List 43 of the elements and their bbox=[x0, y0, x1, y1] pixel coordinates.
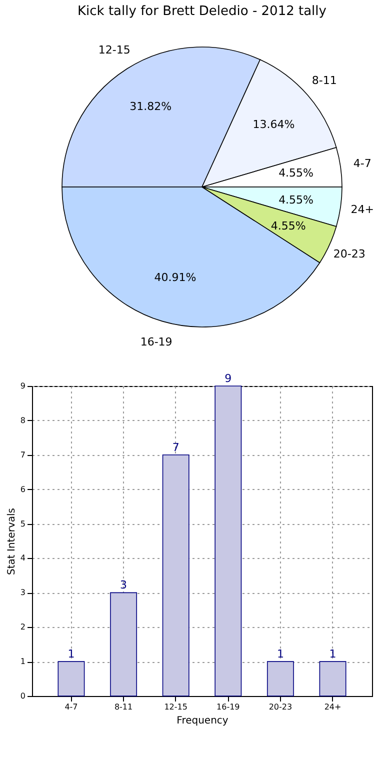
y-tick-label: 4 bbox=[20, 554, 26, 563]
data-label: 40.91% bbox=[154, 271, 196, 284]
x-tick-label: 8-11 bbox=[114, 702, 133, 712]
slice-label: 24+ bbox=[350, 203, 374, 216]
data-label: 4.55% bbox=[270, 219, 306, 232]
data-label: 4.55% bbox=[278, 166, 314, 180]
data-label: 13.64% bbox=[252, 118, 295, 131]
data-label: 4.55% bbox=[278, 194, 314, 207]
y-tick-label: 0 bbox=[20, 692, 26, 700]
bar bbox=[214, 386, 242, 696]
slice-label: 12-15 bbox=[98, 44, 130, 57]
bar bbox=[162, 454, 190, 696]
data-label: 3 bbox=[120, 578, 128, 592]
x-tick-label: 20-23 bbox=[268, 702, 292, 712]
x-tick-label: 24+ bbox=[324, 702, 342, 712]
data-label: 1 bbox=[276, 648, 284, 661]
y-tick-label: 3 bbox=[20, 588, 26, 598]
bar bbox=[58, 661, 85, 696]
y-tick-label: 9 bbox=[20, 382, 26, 390]
data-label: 31.82% bbox=[130, 100, 172, 114]
y-tick-label: 7 bbox=[20, 450, 26, 460]
y-tick-label: 1 bbox=[20, 657, 26, 666]
x-tick-label: 4-7 bbox=[64, 702, 78, 712]
x-axis-title: Frequency bbox=[176, 716, 228, 726]
data-label: 9 bbox=[224, 372, 232, 385]
bar bbox=[319, 661, 346, 696]
slice-label: 4-7 bbox=[353, 156, 372, 170]
slice-label: 16-19 bbox=[140, 335, 172, 348]
x-tick-label: 12-15 bbox=[164, 702, 188, 712]
data-label: 1 bbox=[329, 648, 336, 661]
y-tick-label: 5 bbox=[20, 519, 26, 528]
slice-label: 20-23 bbox=[333, 247, 366, 260]
slice-label: 8-11 bbox=[312, 74, 337, 87]
data-label: 1 bbox=[68, 648, 75, 661]
x-tick-label: 16-19 bbox=[216, 702, 240, 712]
y-tick-label: 2 bbox=[20, 622, 26, 632]
y-tick-label: 6 bbox=[20, 484, 26, 494]
bar bbox=[110, 592, 138, 696]
y-tick-label: 8 bbox=[20, 416, 26, 425]
data-label: 7 bbox=[172, 440, 180, 454]
bar bbox=[266, 661, 294, 696]
chart-title: Kick tally for Brett Deledio - 2012 tally bbox=[78, 4, 327, 19]
y-axis-title: Stat Intervals bbox=[6, 508, 18, 576]
